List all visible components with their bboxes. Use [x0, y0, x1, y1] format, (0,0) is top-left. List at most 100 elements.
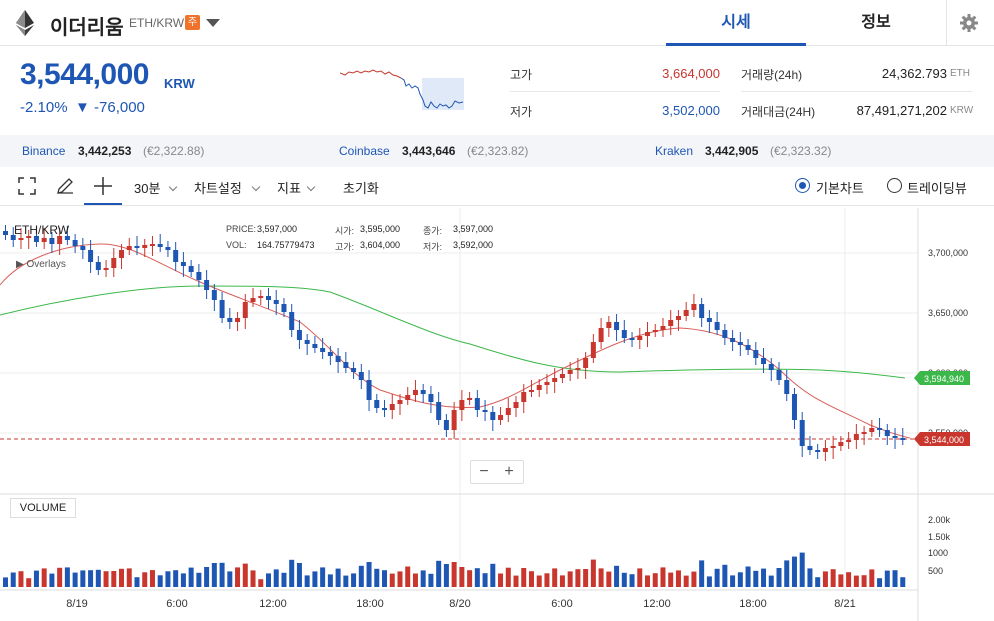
basic-chart-label[interactable]: 기본차트: [816, 181, 864, 196]
volume-bar: [482, 573, 488, 587]
candle: [830, 446, 836, 448]
info-open-label: 시가:: [335, 226, 355, 236]
volume-bar: [111, 571, 117, 587]
volume-bar: [412, 573, 418, 587]
candle: [621, 330, 627, 338]
candles: [3, 225, 906, 461]
indicators-menu[interactable]: 지표: [277, 181, 301, 196]
volume-bar: [559, 575, 565, 587]
volume-bar: [173, 570, 179, 587]
tradingview-label[interactable]: 트레이딩뷰: [907, 181, 967, 196]
volume-bar: [799, 552, 805, 587]
amount-label: 거래대금(24H): [741, 105, 816, 119]
candle: [103, 268, 109, 270]
x-axis-label: 18:00: [739, 598, 767, 610]
volume-bar: [366, 562, 372, 587]
volume-bar: [536, 575, 542, 587]
volume-bar: [41, 568, 47, 587]
tradingview-radio[interactable]: [887, 178, 902, 193]
volume-bar: [103, 571, 109, 587]
candle: [761, 358, 767, 364]
candle: [675, 316, 681, 320]
crosshair-tool-active[interactable]: [84, 168, 122, 205]
volume-bar: [335, 568, 341, 587]
candle: [552, 378, 558, 382]
candle: [722, 330, 728, 338]
candle: [26, 236, 32, 238]
pencil-icon[interactable]: [55, 176, 75, 196]
caution-badge: 주: [185, 15, 200, 30]
volume-bar: [312, 571, 318, 587]
candle: [861, 432, 867, 434]
chart-title: ETH/KRW: [14, 223, 70, 237]
divider: [510, 91, 720, 92]
zoom-in-button[interactable]: +: [504, 463, 514, 480]
candle: [420, 390, 426, 394]
candle: [111, 258, 117, 268]
price-unit: KRW: [164, 76, 195, 91]
candle: [590, 342, 596, 358]
candle: [211, 290, 217, 300]
gear-icon[interactable]: [959, 13, 979, 33]
volume-bar: [459, 567, 465, 587]
candle: [683, 310, 689, 316]
volume-bar: [57, 567, 63, 587]
volume-bar: [822, 571, 828, 587]
chevron-down-icon[interactable]: [206, 19, 220, 27]
tab-price[interactable]: 시세: [666, 0, 806, 46]
volume-bar: [358, 565, 364, 587]
chart-settings-menu[interactable]: 차트설정: [194, 181, 242, 196]
x-axis-label: 8/19: [66, 598, 87, 610]
volume-bar: [10, 572, 16, 587]
volume-bar: [575, 569, 581, 587]
volume-bar: [552, 568, 558, 587]
volume-bar: [374, 568, 380, 587]
overlays-toggle[interactable]: ▶ Overlays: [16, 259, 66, 270]
volume-bar: [320, 567, 326, 587]
volume-bar: [621, 572, 627, 587]
exchange-bar: [0, 135, 994, 167]
interval-select[interactable]: 30분: [134, 181, 161, 196]
volume-bar: [18, 571, 24, 587]
volume-bar: [451, 562, 457, 587]
basic-chart-radio[interactable]: [795, 178, 810, 193]
y-axis-label: 3,650,000: [928, 308, 968, 318]
volume-bar: [250, 570, 256, 587]
volume-bar: [88, 570, 94, 587]
candle: [343, 362, 349, 368]
volume-bar: [327, 574, 333, 587]
volume-bar: [567, 571, 573, 587]
volume-bar: [95, 569, 101, 587]
change-amount: ▼ -76,000: [75, 99, 145, 116]
candle: [799, 420, 805, 446]
crosshair-icon[interactable]: [93, 176, 113, 196]
info-vol: 164.75779473: [257, 240, 315, 250]
fullscreen-icon[interactable]: [17, 176, 37, 196]
volume-pane-label: VOLUME: [10, 498, 76, 518]
reset-button[interactable]: 초기화: [343, 181, 379, 196]
exchange-name[interactable]: Kraken: [655, 144, 694, 158]
candle: [884, 430, 890, 436]
volume-bar: [706, 576, 712, 587]
tab-info[interactable]: 정보: [861, 14, 891, 31]
volume-bar: [49, 573, 55, 587]
settings-button[interactable]: [946, 0, 994, 46]
zoom-out-button[interactable]: −: [479, 463, 489, 480]
candle: [730, 338, 736, 342]
candle: [668, 320, 674, 326]
candle: [652, 330, 658, 332]
ethereum-logo-icon: [16, 10, 34, 36]
candle: [660, 326, 666, 330]
volume-bar: [699, 560, 705, 587]
candle: [149, 244, 155, 246]
candle: [397, 400, 403, 404]
candle: [768, 364, 774, 370]
x-axis-label: 8/20: [449, 598, 470, 610]
volume-bar: [428, 573, 434, 587]
exchange-name[interactable]: Coinbase: [339, 144, 390, 158]
volume-bar: [598, 568, 604, 587]
candle: [49, 238, 55, 244]
exchange-name[interactable]: Binance: [22, 144, 66, 158]
low-value: 3,502,000: [662, 103, 720, 118]
